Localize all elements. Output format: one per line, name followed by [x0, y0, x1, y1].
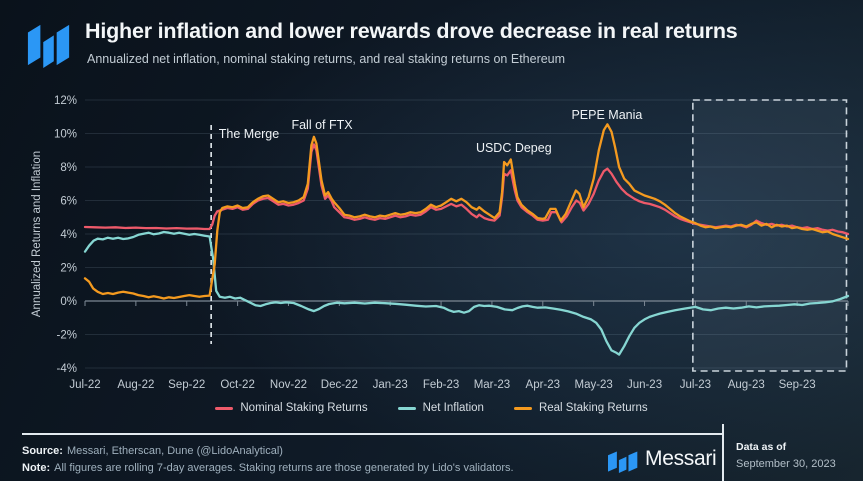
legend-swatch-nominal: [215, 406, 234, 410]
y-axis-title: Annualized Returns and Inflation: [31, 151, 43, 317]
legend-item-net-inflation: Net Inflation: [397, 402, 484, 414]
x-tick-label: Oct-22: [220, 379, 255, 391]
messari-logo-left-bar: [27, 24, 41, 66]
x-tick-label: Jul-23: [680, 379, 711, 391]
x-tick-label: Dec-22: [321, 379, 358, 391]
y-tick-label: 2%: [60, 263, 77, 275]
legend-swatch-real: [513, 406, 532, 410]
x-tick-label: Sep-22: [168, 379, 205, 391]
legend-label-net-inflation: Net Inflation: [422, 402, 484, 414]
y-tick-label: 0%: [60, 296, 77, 308]
y-tick-label: -4%: [57, 363, 77, 375]
note-text: All figures are rolling 7-day averages. …: [54, 462, 514, 474]
x-tick-label: Jul-22: [69, 379, 100, 391]
messari-logo: [27, 24, 70, 68]
chart-legend: Nominal Staking Returns Net Inflation Re…: [0, 402, 863, 414]
annotation-label: USDC Depeg: [476, 141, 552, 155]
forecast-highlight-box-fill: [692, 100, 847, 371]
messari-footer-logo-right-bar: [628, 451, 638, 472]
x-tick-label: Nov-22: [270, 379, 307, 391]
y-tick-label: 6%: [60, 196, 77, 208]
legend-item-nominal-staking-returns: Nominal Staking Returns: [215, 402, 368, 414]
x-tick-label: Aug-22: [117, 379, 154, 391]
messari-wordmark: Messari: [645, 447, 717, 470]
y-tick-label: 4%: [60, 229, 77, 241]
legend-item-real-staking-returns: Real Staking Returns: [513, 402, 648, 414]
annotation-label: The Merge: [219, 127, 279, 141]
x-tick-label: Sep-23: [779, 379, 816, 391]
x-tick-label: Aug-23: [728, 379, 765, 391]
note-line: Note: All figures are rolling 7-day avera…: [22, 462, 514, 474]
footer-divider-line: [22, 433, 722, 435]
y-tick-label: 12%: [54, 95, 77, 107]
data-as-of-date: September 30, 2023: [736, 458, 836, 470]
data-as-of-label: Data as of: [736, 441, 787, 453]
y-tick-label: 10%: [54, 129, 77, 141]
series-line-2: [83, 123, 850, 300]
legend-swatch-net-inflation: [397, 406, 416, 410]
x-tick-label: Jan-23: [373, 379, 408, 391]
annotation-label: Fall of FTX: [291, 118, 353, 132]
x-tick-label: Jun-23: [627, 379, 662, 391]
series-line-1: [83, 230, 850, 356]
x-tick-label: Mar-23: [474, 379, 510, 391]
legend-label-real: Real Staking Returns: [538, 402, 648, 414]
forecast-highlight-box-border: [692, 99, 848, 372]
y-tick-label: 8%: [60, 162, 77, 174]
source-label: Source:: [22, 445, 63, 457]
source-text: Messari, Etherscan, Dune (@LidoAnalytica…: [66, 445, 283, 457]
x-tick-label: Apr-23: [526, 379, 561, 391]
messari-footer-logo: [608, 451, 638, 473]
y-tick-label: -2%: [57, 330, 77, 342]
page-title: Higher inflation and lower rewards drove…: [85, 19, 738, 43]
messari-footer-logo-middle-bar: [618, 456, 627, 473]
footer-vertical-divider: [722, 424, 724, 481]
messari-logo-middle-bar: [43, 35, 54, 68]
annotation-label: PEPE Mania: [571, 108, 642, 122]
source-line: Source: Messari, Etherscan, Dune (@LidoAn…: [22, 445, 283, 457]
legend-label-nominal: Nominal Staking Returns: [240, 402, 368, 414]
messari-footer-logo-left-bar: [608, 451, 617, 472]
x-tick-label: May-23: [574, 379, 612, 391]
note-label: Note:: [22, 462, 51, 474]
x-tick-label: Feb-23: [423, 379, 459, 391]
messari-logo-right-bar: [56, 24, 70, 66]
page-subtitle: Annualized net inflation, nominal stakin…: [87, 52, 566, 66]
staking-returns-chart: 12% 10% 8% 6% 4% 2% 0% -2% -4% Jul-22 Aug-22 Sep-22…: [31, 95, 850, 391]
